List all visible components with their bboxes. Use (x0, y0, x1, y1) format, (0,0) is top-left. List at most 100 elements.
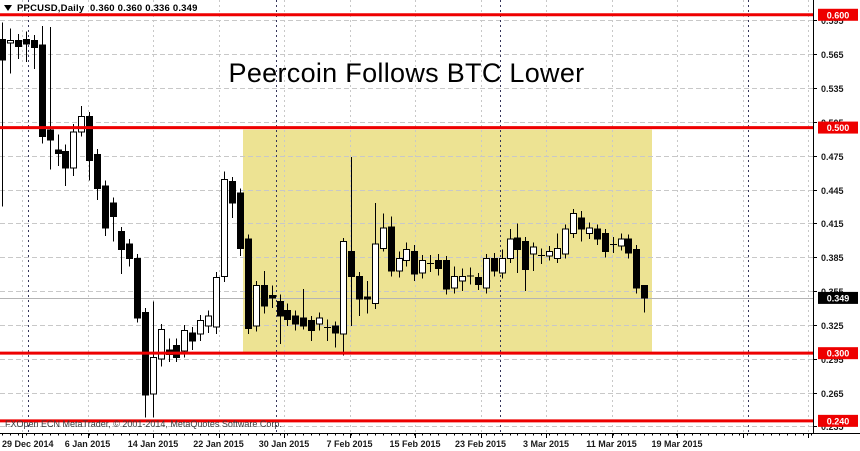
price-level-badge-bg (818, 347, 858, 360)
current-price-badge-bg (818, 291, 858, 304)
candle (443, 256, 450, 295)
candle-doji-body (610, 243, 617, 245)
candle (419, 255, 426, 279)
candles-layer (0, 22, 648, 418)
price-tick-label: 0.535 (821, 84, 844, 94)
candle (427, 255, 434, 272)
candle (118, 226, 125, 275)
candle-body (78, 115, 85, 133)
candle-body (388, 226, 395, 272)
candle (356, 271, 363, 316)
price-tick-label: 0.325 (821, 321, 844, 331)
candle (126, 239, 133, 267)
candle-body (126, 243, 133, 259)
candle (31, 35, 38, 69)
date-tick-label: 14 Jan 2015 (128, 439, 179, 449)
candle-body (451, 275, 458, 289)
date-tick-label: 7 Feb 2015 (326, 439, 372, 449)
candle-body (261, 284, 268, 307)
candle-body (364, 296, 371, 300)
candle (229, 177, 236, 218)
price-level-badge-text: 0.600 (827, 10, 850, 20)
price-level-badge-bg (818, 414, 858, 427)
candle (110, 197, 117, 242)
grid-layer (0, 0, 817, 433)
candle (554, 233, 561, 263)
candle (610, 236, 617, 253)
date-tick-label: 22 Jan 2015 (193, 439, 244, 449)
candle-body (284, 309, 291, 320)
candle (467, 267, 474, 285)
time-axis-ticks[interactable] (2, 433, 812, 438)
date-tick-label: 11 Mar 2015 (586, 439, 637, 449)
candle-body (522, 241, 529, 271)
candle (308, 315, 315, 341)
candle (253, 280, 260, 332)
symbol-bar: PPCUSD,Daily 0.360 0.360 0.336 0.349 (4, 2, 198, 14)
candle (507, 229, 514, 263)
candle (47, 27, 54, 170)
candle (459, 268, 466, 292)
candle-doji-body (538, 255, 545, 257)
candle (546, 246, 553, 261)
candle (530, 242, 537, 271)
candle-body (435, 260, 442, 270)
copyright-watermark: FXOpen ECN MetaTrader, © 2001-2014, Meta… (5, 419, 282, 429)
candle (245, 234, 252, 335)
candle (348, 156, 355, 327)
candle (173, 338, 180, 363)
candle-body (602, 233, 609, 253)
current-price-badge-text: 0.349 (827, 293, 850, 303)
candle (514, 223, 521, 274)
candle (213, 271, 220, 335)
candle-body (70, 131, 77, 169)
price-level-badge-text: 0.240 (827, 416, 850, 426)
candle (189, 327, 196, 350)
candle (578, 211, 585, 242)
date-tick-label: 29 Dec 2014 (2, 439, 54, 449)
price-tick-label: 0.565 (821, 50, 844, 60)
candle (594, 224, 601, 245)
candle-body (245, 238, 252, 329)
candle-body (380, 227, 387, 249)
candle (411, 244, 418, 281)
candle (570, 208, 577, 239)
candle-body (229, 181, 236, 204)
candle (0, 22, 6, 207)
candle-body (237, 192, 244, 249)
candle-body (403, 248, 410, 262)
candle-body (181, 330, 188, 352)
price-tick-label: 0.265 (821, 389, 844, 399)
candle (396, 251, 403, 278)
candle-body (39, 44, 46, 138)
candle-body (419, 260, 426, 274)
candle (94, 149, 101, 200)
candle-body (618, 238, 625, 247)
candle-body (197, 319, 204, 335)
candle-body (491, 257, 498, 272)
candle (602, 229, 609, 258)
candle-body (253, 284, 260, 327)
date-tick-label: 23 Feb 2015 (455, 439, 506, 449)
candle (364, 280, 371, 314)
candle-body (110, 202, 117, 218)
date-tick-label: 3 Mar 2015 (523, 439, 569, 449)
candle (205, 310, 212, 333)
candle (221, 171, 228, 283)
candle (292, 310, 299, 331)
candle (491, 252, 498, 277)
candle-body (62, 150, 69, 169)
candle (372, 203, 379, 310)
candle (134, 253, 141, 323)
candle-body (86, 115, 93, 161)
candle (23, 31, 30, 63)
candle-body (340, 241, 347, 335)
candle-body (546, 251, 553, 257)
candle (403, 242, 410, 267)
price-level-badge-bg (818, 8, 858, 21)
candle-body (292, 315, 299, 325)
candle-body (213, 277, 220, 328)
symbol-dropdown-icon[interactable] (4, 5, 12, 11)
